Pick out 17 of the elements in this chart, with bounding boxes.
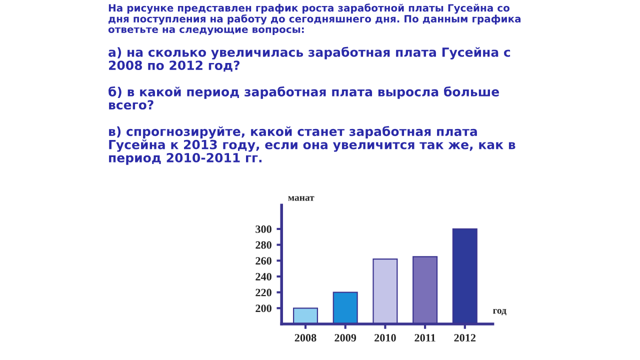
text: б) в какой период заработная плата выросла больше всего?: [108, 86, 499, 110]
x-tick-label: 2008: [294, 334, 316, 342]
x-tick-label: 2011: [414, 334, 436, 342]
x-tick-label: 2012: [454, 334, 476, 342]
chart-title: На рисунке представлен график роста заработной платы Гусейна со дня поступления на работу до сегодняшнего дня. По данным графика ответьте на следующие вопросы:: [108, 4, 521, 36]
y-tick-label: 220: [256, 288, 272, 296]
y-tick-label: 280: [256, 241, 272, 249]
y-tick-label: 200: [256, 304, 272, 312]
y-axis-title: манат: [288, 196, 314, 201]
text: в) спрогнозируйте, какой станет заработная плата Гусейна к 2013 году, если она увеличится так же, как в период 2010-2011 гг.: [109, 126, 516, 165]
text: а) на сколько увеличилась заработная плата Гусейна с 2008 по 2012 год?: [108, 46, 510, 72]
x-axis-title: год: [493, 309, 506, 316]
y-tick-label: 300: [256, 225, 272, 233]
x-tick-label: 2010: [374, 334, 396, 342]
y-tick-label: 260: [256, 257, 272, 265]
x-tick-label: 2009: [334, 334, 356, 342]
y-tick-label: 240: [256, 272, 272, 280]
